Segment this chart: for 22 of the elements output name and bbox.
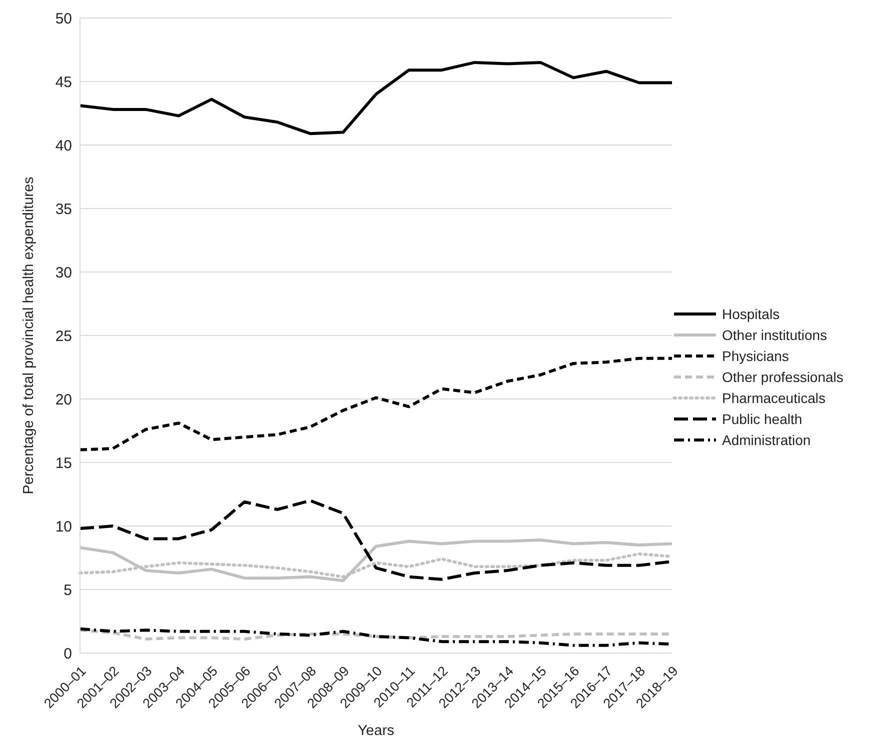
legend-label: Hospitals — [722, 306, 780, 322]
legend-label: Pharmaceuticals — [722, 390, 826, 406]
y-tick-label: 50 — [55, 10, 72, 28]
y-axis-title: Percentage of total provincial health expenditures — [21, 176, 38, 494]
legend-label: Physicians — [722, 348, 789, 364]
legend-label: Public health — [722, 410, 802, 426]
line-series — [78, 60, 674, 136]
y-tick-label: 25 — [55, 328, 72, 345]
legend-label: Other professionals — [722, 368, 844, 384]
legend-label: Administration — [722, 432, 811, 448]
y-tick-label: 15 — [55, 454, 72, 472]
line-series — [78, 538, 674, 582]
y-tick-label: 10 — [55, 518, 72, 536]
y-tick-label: 35 — [55, 200, 72, 218]
y-tick-label: 20 — [55, 391, 72, 408]
legend-label: Other institutions — [722, 326, 828, 342]
y-tick-label: 30 — [55, 264, 72, 282]
y-tick-label: 5 — [64, 582, 72, 599]
y-tick-label: 40 — [55, 137, 72, 154]
y-tick-label: 0 — [64, 645, 72, 662]
y-tick-label: 45 — [55, 74, 72, 91]
x-axis-title: Years — [358, 723, 394, 739]
